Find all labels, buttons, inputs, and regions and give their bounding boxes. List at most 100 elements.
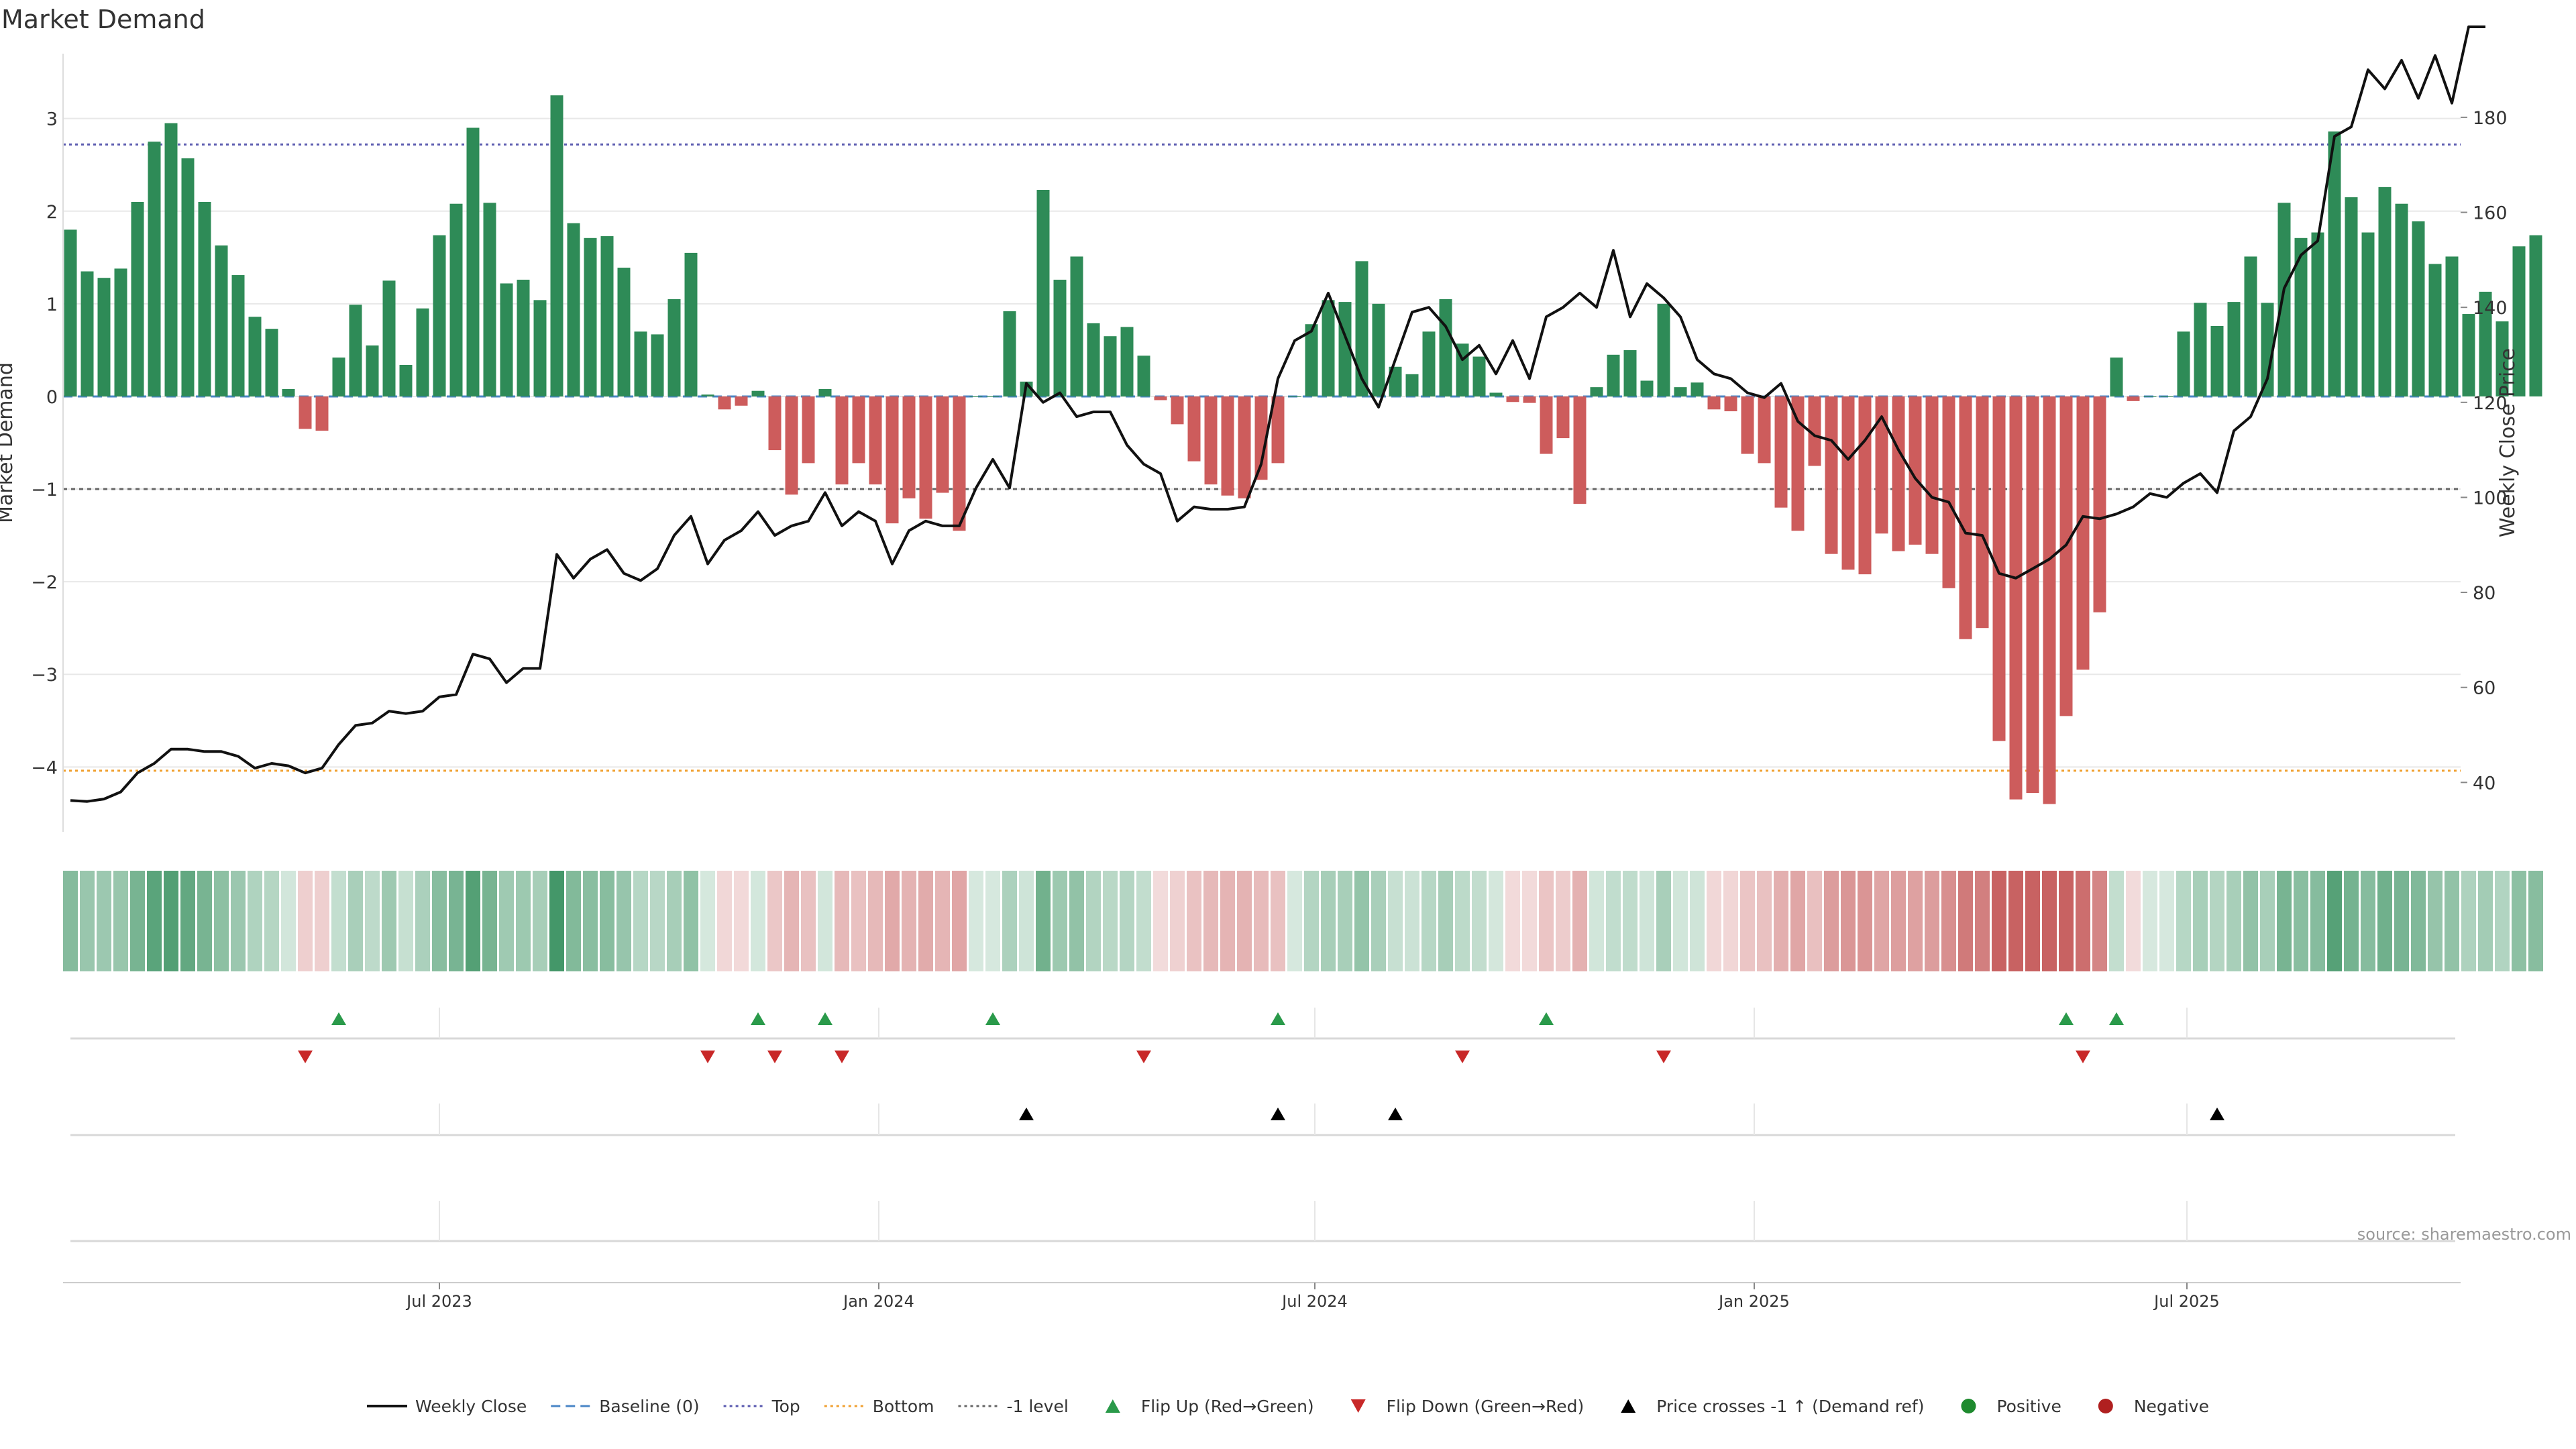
demand-heat-cell <box>1606 871 1621 971</box>
legend-circle-swatch <box>1961 1399 1976 1413</box>
flip-up-marker <box>2059 1012 2074 1025</box>
demand-heat-cell <box>1841 871 1856 971</box>
y-tick-label: 2 <box>46 202 58 223</box>
demand-heat-cell <box>1757 871 1772 971</box>
y-tick-label: 0 <box>46 387 58 408</box>
demand-bar <box>2194 303 2207 396</box>
demand-bar <box>1036 190 1050 396</box>
demand-heat-cell <box>2344 871 2359 971</box>
demand-bar <box>500 283 513 396</box>
demand-bar <box>617 268 631 396</box>
y2-tick-label: 60 <box>2473 678 2496 699</box>
demand-bar <box>1355 261 1368 396</box>
demand-bar <box>198 201 211 396</box>
demand-bar <box>1137 356 1150 396</box>
demand-heat-cell <box>432 871 447 971</box>
demand-heat-cell <box>331 871 346 971</box>
demand-heat-cell <box>1321 871 1336 971</box>
demand-heat-cell <box>1002 871 1017 971</box>
demand-bar <box>1204 396 1218 485</box>
demand-heat-cell <box>2411 871 2426 971</box>
demand-heat-cell <box>700 871 715 971</box>
demand-bar <box>433 235 446 396</box>
y2-tick-label: 120 <box>2473 393 2508 414</box>
demand-heat-cell <box>1271 871 1285 971</box>
legend-label: Price crosses -1 ↑ (Demand ref) <box>1656 1397 1924 1416</box>
demand-heat-cell <box>2008 871 2023 971</box>
demand-heat-cell <box>2059 871 2074 971</box>
demand-bar <box>80 271 94 396</box>
demand-bar <box>2277 203 2291 396</box>
demand-heat-cell <box>1958 871 1973 971</box>
demand-bar <box>634 331 647 396</box>
demand-heat-cell <box>2428 871 2443 971</box>
flip-up-marker <box>2109 1012 2124 1025</box>
demand-heat-cell <box>600 871 614 971</box>
source-label: source: sharemaestro.com <box>2357 1225 2571 1244</box>
demand-heat-cell <box>164 871 178 971</box>
demand-heat-cell <box>231 871 246 971</box>
legend-item: Negative <box>2098 1397 2209 1416</box>
demand-heat-cell <box>885 871 900 971</box>
flip-down-marker <box>298 1051 313 1063</box>
demand-bar <box>701 394 714 396</box>
demand-heat-cell <box>1455 871 1470 971</box>
demand-heat-cell <box>1120 871 1134 971</box>
demand-heat-cell <box>63 871 78 971</box>
demand-bar <box>584 237 597 396</box>
y2-axis-label: Weekly Close Price <box>2496 348 2520 537</box>
legend-label: Flip Up (Red→Green) <box>1141 1397 1314 1416</box>
demand-heat-cell <box>851 871 866 971</box>
flip-up-marker <box>751 1012 765 1025</box>
flip-up-marker <box>818 1012 833 1025</box>
demand-bar <box>651 334 664 396</box>
demand-heat-cell <box>734 871 749 971</box>
y2-tick-label: 80 <box>2473 583 2496 604</box>
demand-heat-cell <box>1707 871 1721 971</box>
demand-bar <box>1841 396 1855 570</box>
demand-heat-cell <box>2092 871 2107 971</box>
y2-tick-label: 160 <box>2473 203 2508 224</box>
y-axis-label: Market Demand <box>0 362 17 523</box>
y2-tick-label: 40 <box>2473 773 2496 794</box>
demand-bar <box>2009 396 2023 800</box>
demand-heat-cell <box>482 871 497 971</box>
demand-bar <box>1758 396 1771 464</box>
demand-heat-cell <box>1170 871 1185 971</box>
legend-item: Top <box>723 1397 800 1416</box>
demand-heat-cell <box>2042 871 2057 971</box>
demand-bar <box>1707 396 1721 410</box>
demand-heat-cell <box>1505 871 1520 971</box>
demand-bar <box>399 365 413 396</box>
demand-heat-cell <box>2025 871 2040 971</box>
demand-heat-cell <box>1405 871 1419 971</box>
demand-heat-cell <box>935 871 950 971</box>
demand-bar <box>1254 396 1268 480</box>
demand-bar <box>2127 396 2140 401</box>
demand-bar <box>852 396 865 464</box>
demand-bar <box>2512 246 2526 396</box>
flip-down-marker <box>767 1051 782 1063</box>
demand-bar <box>1506 396 1519 402</box>
demand-heat-cell <box>1187 871 1201 971</box>
demand-heat-cell <box>180 871 195 971</box>
demand-heat-cell <box>1891 871 1906 971</box>
demand-bar <box>97 278 111 396</box>
demand-heat-cell <box>466 871 480 971</box>
demand-bar <box>2076 396 2090 670</box>
demand-heat-cell <box>1103 871 1118 971</box>
demand-heat-cell <box>264 871 279 971</box>
demand-bar <box>818 388 832 396</box>
demand-heat-cell <box>281 871 296 971</box>
y2-tick-label: 100 <box>2473 488 2508 508</box>
demand-bar <box>2529 235 2542 396</box>
x-tick-label: Jan 2024 <box>842 1292 914 1311</box>
demand-bar <box>1472 356 1486 396</box>
demand-bar <box>517 279 530 396</box>
demand-bar <box>751 390 765 396</box>
demand-bar <box>1573 396 1587 504</box>
demand-heat-cell <box>818 871 833 971</box>
demand-heat-cell <box>499 871 514 971</box>
demand-bar <box>1405 374 1419 396</box>
demand-bar <box>2177 331 2190 396</box>
